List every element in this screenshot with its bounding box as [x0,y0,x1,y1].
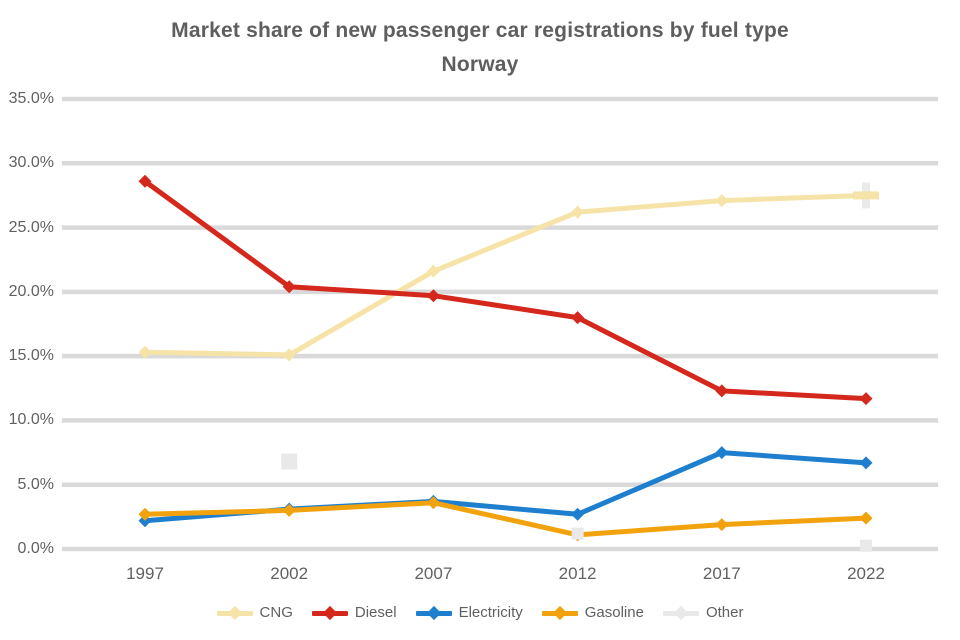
legend-label: Other [705,604,744,621]
legend-swatch [415,605,452,620]
x-axis-tick-label: 1997 [126,564,164,583]
data-point-marker [138,345,152,359]
legend-marker-icon [227,605,242,620]
legend-item-other[interactable]: Other [662,604,744,622]
data-point-marker [715,194,729,208]
data-point-end-marker [853,191,879,200]
data-point-marker [281,453,298,470]
x-axis-tick-label: 2022 [847,564,885,583]
data-point-marker [138,507,152,521]
chart-subtitle: Norway [441,53,519,76]
data-point-marker [282,503,296,517]
series-gasoline [138,496,873,542]
x-axis-tick-label: 2007 [414,564,453,583]
legend-label: Diesel [354,604,397,621]
series-diesel [138,174,873,406]
data-point-marker [715,446,729,460]
legend-swatch [311,605,348,620]
legend-label: Gasoline [584,604,644,621]
data-point-marker [859,392,873,406]
data-point-marker [282,280,296,294]
legend-swatch [662,605,699,620]
y-axis-tick-label: 10.0% [8,411,54,429]
x-axis-tick-label: 2002 [270,564,309,583]
y-axis-tick-label: 5.0% [17,475,54,493]
legend-item-cng[interactable]: CNG [216,604,293,622]
legend-label: Electricity [458,604,523,621]
data-point-marker [860,539,872,552]
legend-marker-icon [322,605,337,620]
y-axis-tick-label: 0.0% [17,540,54,557]
legend-label: CNG [259,604,293,621]
series-line-cng [142,192,869,358]
series-other [281,453,872,552]
legend-item-electricity[interactable]: Electricity [415,604,523,622]
data-point-marker [571,507,585,521]
data-point-marker [571,311,585,325]
y-axis-tick-label: 35.0% [8,90,54,107]
legend-marker-icon [673,605,689,620]
x-axis-tick-label: 2012 [558,564,597,583]
data-point-marker [426,496,440,510]
legend-item-gasoline[interactable]: Gasoline [541,604,644,622]
data-point-marker [571,205,585,219]
series-line-gasoline [142,500,869,538]
legend: CNG Diesel Electricity Gasoline Other [0,601,960,625]
x-axis-tick-label: 2017 [702,564,741,583]
y-axis-tick-label: 15.0% [8,347,54,365]
data-point-marker [859,511,873,525]
y-axis-tick-label: 30.0% [8,154,54,172]
data-point-marker [426,264,440,278]
data-point-marker [426,289,440,303]
series-line-diesel [142,178,869,402]
legend-marker-icon [552,605,567,620]
data-point-marker [715,518,729,532]
legend-marker-icon [426,605,441,620]
y-axis-tick-label: 20.0% [8,282,54,300]
data-point-marker [859,456,873,470]
legend-swatch [541,605,578,620]
data-point-marker [715,384,729,398]
data-point-marker [282,348,296,362]
data-point-marker [571,527,584,540]
legend-swatch [216,605,253,620]
data-point-marker [138,174,152,188]
legend-item-diesel[interactable]: Diesel [311,604,397,622]
series-cng [138,182,879,362]
y-axis-tick-label: 25.0% [8,218,54,236]
chart-title: Market share of new passenger car regist… [171,19,789,42]
gridlines [62,96,938,552]
